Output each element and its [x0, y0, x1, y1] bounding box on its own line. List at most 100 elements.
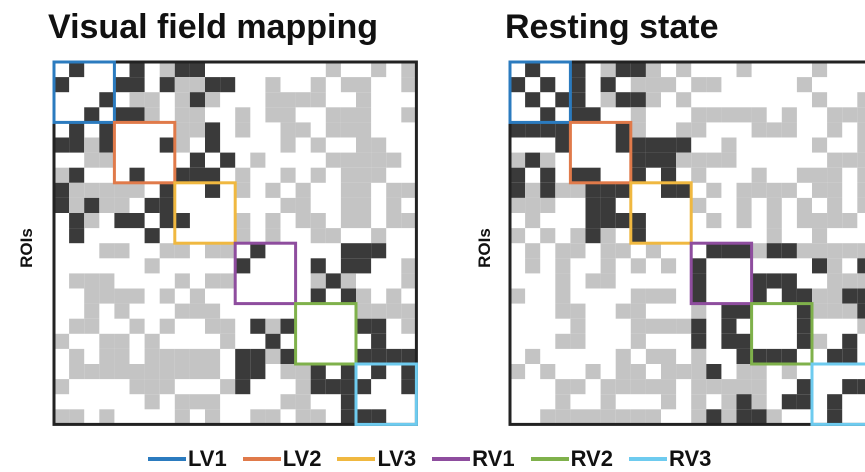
- matrix-cell: [401, 62, 417, 78]
- matrix-cell: [570, 77, 586, 93]
- matrix-cell: [676, 92, 692, 108]
- matrix-cell: [144, 379, 160, 395]
- matrix-cell: [250, 364, 266, 380]
- matrix-cell: [600, 394, 616, 410]
- matrix-cell: [796, 333, 812, 349]
- matrix-cell: [325, 107, 341, 123]
- matrix-cell: [736, 213, 752, 229]
- matrix-cell: [54, 137, 70, 153]
- matrix-cell: [189, 152, 205, 168]
- matrix-cell: [189, 62, 205, 78]
- matrix-frame: [52, 60, 418, 426]
- matrix-cell: [570, 107, 586, 123]
- matrix-cell: [781, 364, 797, 380]
- matrix-cell: [661, 152, 677, 168]
- matrix-cell: [84, 364, 100, 380]
- matrix-cell: [340, 258, 356, 274]
- matrix-cell: [721, 107, 737, 123]
- matrix-cell: [600, 62, 616, 78]
- matrix-cell: [827, 152, 843, 168]
- matrix-cell: [356, 213, 372, 229]
- matrix-cell: [615, 348, 631, 364]
- matrix-cell: [220, 243, 236, 259]
- matrix-cell: [736, 197, 752, 213]
- matrix-cell: [69, 364, 85, 380]
- matrix-cell: [325, 228, 341, 244]
- matrix-cell: [781, 243, 797, 259]
- matrix-cell: [325, 152, 341, 168]
- matrix-cell: [144, 197, 160, 213]
- matrix-cell: [796, 243, 812, 259]
- matrix-cell: [676, 122, 692, 138]
- matrix-cell: [540, 152, 556, 168]
- matrix-cell: [250, 318, 266, 334]
- matrix-cell: [159, 348, 175, 364]
- matrix-cell: [189, 348, 205, 364]
- network-box-rv3: [354, 362, 418, 426]
- legend-label-lv1: LV1: [188, 446, 227, 471]
- matrix-cell: [174, 213, 190, 229]
- matrix-cell: [691, 107, 707, 123]
- matrix-cell: [174, 409, 190, 425]
- matrix-cell: [630, 303, 646, 319]
- matrix-cell: [280, 364, 296, 380]
- matrix-cell: [310, 167, 326, 183]
- matrix-cell: [827, 167, 843, 183]
- matrix-cell: [386, 348, 402, 364]
- matrix-cell: [205, 137, 221, 153]
- matrix-cell: [661, 258, 677, 274]
- matrix-cell: [812, 137, 828, 153]
- matrix-cell: [250, 152, 266, 168]
- matrix-cell: [340, 107, 356, 123]
- matrix-cell: [84, 303, 100, 319]
- matrix-cell: [280, 318, 296, 334]
- matrix-cell: [585, 228, 601, 244]
- matrix-cell: [510, 182, 526, 198]
- matrix-cell: [69, 348, 85, 364]
- matrix-cell: [615, 92, 631, 108]
- matrix-cell: [615, 122, 631, 138]
- matrix-cell: [645, 318, 661, 334]
- matrix-cell: [676, 364, 692, 380]
- matrix-cell: [250, 348, 266, 364]
- panel-title-right: Resting state: [505, 8, 719, 46]
- matrix-cell: [295, 213, 311, 229]
- matrix-cell: [280, 167, 296, 183]
- matrix-cell: [555, 137, 571, 153]
- matrix-cell: [736, 364, 752, 380]
- matrix-cell: [189, 167, 205, 183]
- matrix-cell: [796, 197, 812, 213]
- matrix-cell: [174, 122, 190, 138]
- matrix-cell: [69, 409, 85, 425]
- matrix-cell: [69, 228, 85, 244]
- matrix-cell: [751, 273, 767, 289]
- matrix-cell: [371, 303, 387, 319]
- matrix-cell: [99, 152, 115, 168]
- matrix-cell: [781, 348, 797, 364]
- matrix-cell: [129, 77, 145, 93]
- matrix-cell: [235, 167, 251, 183]
- network-box-lv2: [568, 120, 633, 185]
- matrix-cell: [540, 228, 556, 244]
- matrix-cell: [585, 107, 601, 123]
- legend-swatch-lv1: [148, 457, 186, 461]
- matrix-cell: [54, 182, 70, 198]
- matrix-cell: [340, 394, 356, 410]
- matrix-cell: [340, 152, 356, 168]
- matrix-cell: [540, 77, 556, 93]
- matrix-cell: [630, 107, 646, 123]
- matrix-cell: [310, 92, 326, 108]
- matrix-cell: [766, 182, 782, 198]
- matrix-cell: [721, 409, 737, 425]
- legend-label-rv3: RV3: [668, 446, 712, 471]
- matrix-cell: [340, 379, 356, 395]
- matrix-cell: [676, 182, 692, 198]
- matrix-cell: [691, 167, 707, 183]
- matrix-cell: [114, 213, 130, 229]
- legend-swatch-rv2: [530, 457, 569, 461]
- matrix-cell: [401, 107, 417, 123]
- matrix-cell: [356, 137, 372, 153]
- legend-item-rv2: RV2: [530, 446, 613, 472]
- matrix-cell: [796, 213, 812, 229]
- matrix-cell: [645, 243, 661, 259]
